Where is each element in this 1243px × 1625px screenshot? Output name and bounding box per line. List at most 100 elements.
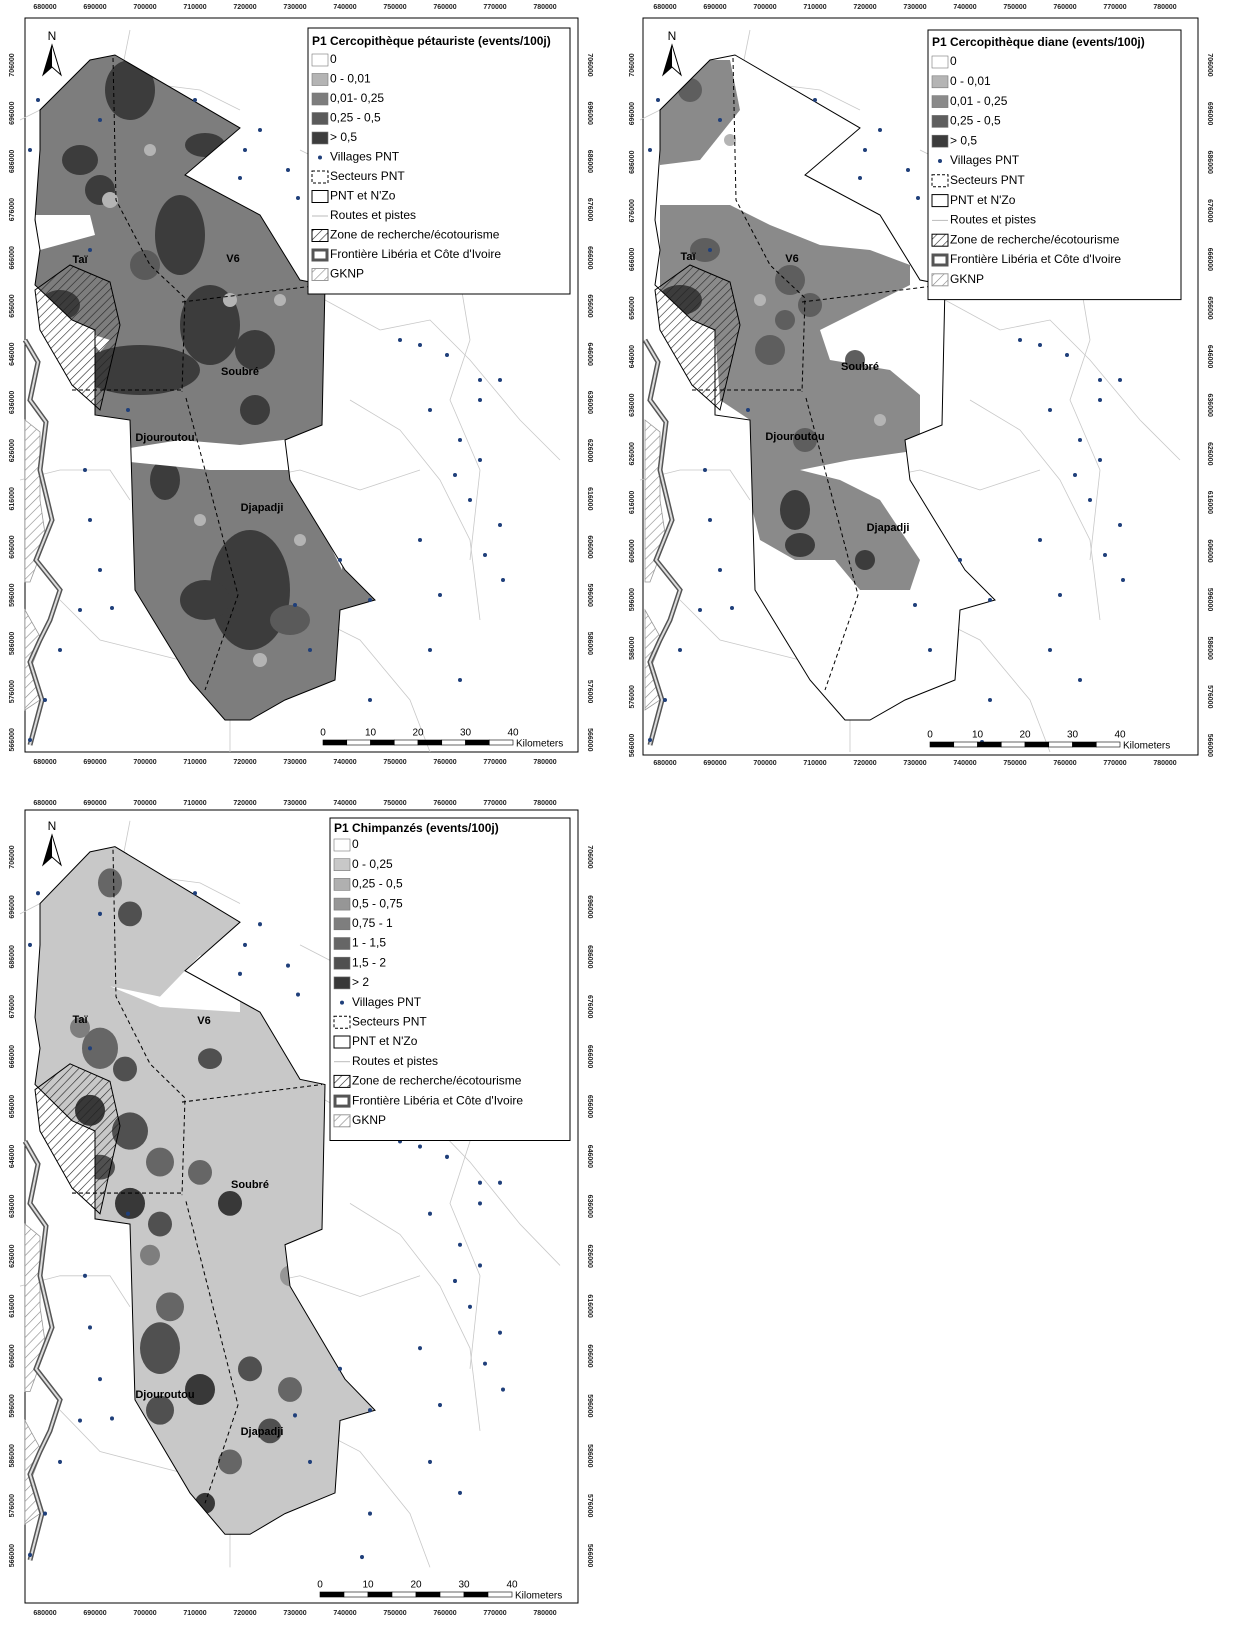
village bbox=[928, 648, 932, 652]
village bbox=[1073, 473, 1077, 477]
legend-swatch bbox=[932, 56, 948, 68]
village bbox=[428, 1460, 432, 1464]
village bbox=[468, 498, 472, 502]
y-coord-label: 666000 bbox=[9, 1045, 16, 1068]
density-hotspot bbox=[148, 1212, 172, 1237]
x-coord-label: 770000 bbox=[1103, 760, 1126, 767]
y-coord-label: 586000 bbox=[586, 632, 593, 655]
x-coord-label: 760000 bbox=[1053, 4, 1076, 11]
density-hotspot bbox=[775, 310, 795, 330]
village bbox=[368, 1512, 372, 1516]
legend-label: Secteurs PNT bbox=[352, 1014, 427, 1028]
village bbox=[730, 606, 734, 610]
x-coord-label: 750000 bbox=[1003, 4, 1026, 11]
legend-title: P1 Cercopithèque pétauriste (events/100j… bbox=[312, 34, 551, 48]
village bbox=[293, 603, 297, 607]
density-hotspot bbox=[235, 330, 275, 370]
village bbox=[58, 648, 62, 652]
scale-label: 40 bbox=[506, 1580, 518, 1591]
scale-unit: Kilometers bbox=[516, 739, 563, 750]
scale-segment bbox=[466, 740, 490, 745]
village bbox=[1118, 523, 1122, 527]
density-hotspot bbox=[113, 1057, 137, 1082]
legend-symbol bbox=[340, 1001, 344, 1005]
scale-segment bbox=[1096, 742, 1120, 747]
village bbox=[445, 1155, 449, 1159]
x-coord-label: 680000 bbox=[33, 800, 56, 807]
village bbox=[368, 598, 372, 602]
x-coord-label: 700000 bbox=[133, 759, 156, 766]
village bbox=[863, 148, 867, 152]
scale-label: 30 bbox=[458, 1580, 470, 1591]
village bbox=[501, 1387, 505, 1391]
village bbox=[88, 518, 92, 522]
x-coord-label: 740000 bbox=[333, 759, 356, 766]
village bbox=[438, 593, 442, 597]
figure: TaïV6SoubréDjouroutouDjapadjiN6800006800… bbox=[0, 0, 1243, 1625]
x-coord-label: 720000 bbox=[233, 1610, 256, 1617]
scale-label: 30 bbox=[460, 728, 472, 739]
place-label: Taï bbox=[72, 1014, 88, 1026]
x-coord-label: 740000 bbox=[953, 4, 976, 11]
legend-label: 0 - 0,01 bbox=[950, 74, 991, 88]
scale-label: 0 bbox=[927, 730, 933, 741]
village bbox=[988, 698, 992, 702]
village bbox=[698, 608, 702, 612]
scale-label: 10 bbox=[362, 1580, 374, 1591]
y-coord-label: 596000 bbox=[586, 584, 593, 607]
legend-label: 0 bbox=[950, 54, 957, 68]
density-hotspot bbox=[274, 294, 286, 306]
village bbox=[428, 1212, 432, 1216]
village bbox=[858, 176, 862, 180]
place-label: Soubré bbox=[221, 366, 259, 378]
density-hotspot bbox=[223, 293, 237, 307]
y-coord-label: 616000 bbox=[1206, 491, 1213, 514]
village bbox=[708, 518, 712, 522]
village bbox=[83, 1274, 87, 1278]
y-coord-label: 646000 bbox=[629, 345, 636, 368]
y-coord-label: 676000 bbox=[9, 995, 16, 1018]
x-coord-label: 770000 bbox=[483, 800, 506, 807]
legend-label: Zone de recherche/écotourisme bbox=[330, 228, 500, 242]
village bbox=[98, 118, 102, 122]
village bbox=[498, 523, 502, 527]
scale-label: 10 bbox=[365, 728, 377, 739]
x-coord-label: 700000 bbox=[753, 760, 776, 767]
legend-label: Frontière Libéria et Côte d'Ivoire bbox=[330, 247, 501, 261]
y-coord-label: 686000 bbox=[586, 945, 593, 968]
x-coord-label: 750000 bbox=[1003, 760, 1026, 767]
density-hotspot bbox=[180, 580, 230, 620]
village bbox=[368, 698, 372, 702]
density-hotspot bbox=[118, 901, 142, 926]
y-coord-label: 626000 bbox=[9, 1244, 16, 1267]
place-label: Soubré bbox=[231, 1179, 269, 1191]
legend-label: 0,25 - 0,5 bbox=[950, 114, 1001, 128]
y-coord-label: 596000 bbox=[9, 1394, 16, 1417]
x-coord-label: 760000 bbox=[433, 759, 456, 766]
y-coord-label: 626000 bbox=[1206, 442, 1213, 465]
village bbox=[78, 608, 82, 612]
village bbox=[398, 338, 402, 342]
village bbox=[110, 1416, 114, 1420]
x-coord-label: 700000 bbox=[133, 1610, 156, 1617]
y-coord-label: 636000 bbox=[9, 391, 16, 414]
x-coord-label: 730000 bbox=[283, 800, 306, 807]
village bbox=[83, 468, 87, 472]
village bbox=[28, 738, 32, 742]
village bbox=[906, 168, 910, 172]
village bbox=[28, 1553, 32, 1557]
y-coord-label: 686000 bbox=[586, 150, 593, 173]
village bbox=[43, 698, 47, 702]
x-coord-label: 710000 bbox=[803, 760, 826, 767]
y-coord-label: 616000 bbox=[9, 487, 16, 510]
village bbox=[501, 578, 505, 582]
y-coord-label: 676000 bbox=[586, 198, 593, 221]
y-coord-label: 576000 bbox=[586, 1494, 593, 1517]
place-label: Taï bbox=[72, 254, 88, 266]
scale-segment bbox=[392, 1592, 416, 1597]
village bbox=[43, 1512, 47, 1516]
y-coord-label: 656000 bbox=[1206, 296, 1213, 319]
legend-title: P1 Cercopithèque diane (events/100j) bbox=[932, 35, 1145, 49]
village bbox=[478, 1201, 482, 1205]
x-coord-label: 770000 bbox=[483, 759, 506, 766]
